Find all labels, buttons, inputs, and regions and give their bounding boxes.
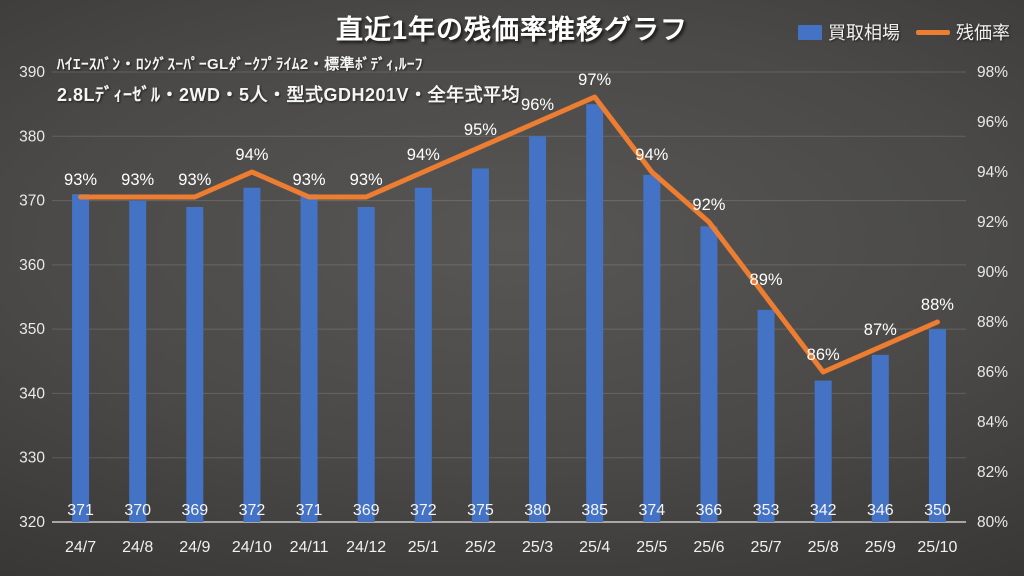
x-axis-label: 24/11 <box>290 539 329 556</box>
bar <box>700 226 718 523</box>
line-data-label: 93% <box>121 171 154 189</box>
x-axis-label: 25/8 <box>808 539 839 556</box>
x-axis-label: 25/2 <box>465 539 496 556</box>
left-axis-tick: 350 <box>19 321 45 338</box>
legend-line-swatch-icon <box>916 29 950 35</box>
residual-rate-line <box>78 94 940 375</box>
chart-subtitle: ﾊｲｴｰｽﾊﾞﾝ・ﾛﾝｸﾞｽｰﾊﾟｰGLﾀﾞｰｸﾌﾟﾗｲﾑ2・標準ﾎﾞﾃﾞｨ,ﾙ… <box>57 53 520 107</box>
right-axis-tick: 90% <box>977 264 1008 281</box>
line-data-label: 94% <box>235 146 268 164</box>
x-axis-label: 24/7 <box>65 539 96 556</box>
left-axis-tick: 320 <box>19 514 45 531</box>
left-axis-tick: 330 <box>19 450 45 467</box>
legend-line-label: 残価率 <box>956 23 1010 43</box>
line-data-label: 95% <box>464 121 497 139</box>
x-axis-label: 25/9 <box>865 539 896 556</box>
bar <box>529 136 547 523</box>
right-axis-tick: 96% <box>977 114 1008 131</box>
bar-data-label: 353 <box>753 502 780 519</box>
bar <box>72 194 90 522</box>
bar-data-label: 371 <box>67 502 94 519</box>
bar <box>300 194 318 522</box>
bar-data-label: 372 <box>239 502 266 519</box>
line-data-label: 93% <box>350 171 383 189</box>
bar-data-label: 342 <box>810 502 837 519</box>
right-axis-tick: 86% <box>977 364 1008 381</box>
bar <box>643 174 661 522</box>
bar-data-label: 369 <box>181 502 208 519</box>
line-data-label: 89% <box>750 271 783 289</box>
bar <box>471 168 489 522</box>
bar-data-label: 374 <box>638 502 665 519</box>
subtitle-vehicle-spec: 2.8Lﾃﾞｨｰｾﾞﾙ・2WD・5人・型式GDH201V・全年式平均 <box>57 85 521 105</box>
x-axis-label: 25/7 <box>750 539 781 556</box>
line-data-label: 97% <box>578 71 611 89</box>
line-data-label: 87% <box>864 321 897 339</box>
x-axis-label: 24/9 <box>179 539 210 556</box>
legend-item-residual-rate: 残価率 <box>916 19 1010 45</box>
bar <box>414 187 432 522</box>
line-data-label: 94% <box>407 146 440 164</box>
bar-data-label: 350 <box>924 502 951 519</box>
bar-data-label: 369 <box>353 502 380 519</box>
bar-data-label: 372 <box>410 502 437 519</box>
left-axis-tick: 390 <box>19 64 45 81</box>
chart-title: 直近1年の残価率推移グラフ <box>335 15 688 45</box>
legend-bar-swatch-icon <box>798 24 822 40</box>
right-axis-tick: 98% <box>977 64 1008 81</box>
line-data-label: 86% <box>807 346 840 364</box>
bar <box>243 187 261 522</box>
line-data-label: 96% <box>521 96 554 114</box>
x-axis-label: 25/5 <box>636 539 667 556</box>
bar <box>814 380 832 522</box>
line-data-label: 92% <box>692 196 725 214</box>
x-axis-label: 24/8 <box>122 539 153 556</box>
legend: 買取相場 残価率 <box>798 19 1010 45</box>
right-axis-tick: 80% <box>977 514 1008 531</box>
right-axis-tick: 82% <box>977 464 1008 481</box>
bar-data-label: 385 <box>581 502 608 519</box>
left-axis-tick: 380 <box>19 128 45 145</box>
bar <box>357 207 375 522</box>
left-axis-tick: 340 <box>19 385 45 402</box>
left-axis-tick: 370 <box>19 193 45 210</box>
legend-item-buy-price: 買取相場 <box>798 19 900 45</box>
bar <box>928 329 946 522</box>
bar <box>586 104 604 523</box>
right-axis-tick: 92% <box>977 214 1008 231</box>
bar-data-label: 375 <box>467 502 494 519</box>
right-axis-tick: 88% <box>977 314 1008 331</box>
x-axis-label: 25/6 <box>693 539 724 556</box>
right-axis-tick: 94% <box>977 164 1008 181</box>
right-axis-tick: 84% <box>977 414 1008 431</box>
line-data-label: 93% <box>64 171 97 189</box>
bar-data-label: 371 <box>296 502 323 519</box>
bar <box>871 354 889 522</box>
bar-data-label: 380 <box>524 502 551 519</box>
legend-bar-label: 買取相場 <box>828 23 900 43</box>
bar <box>757 309 775 522</box>
bar-data-label: 366 <box>696 502 723 519</box>
line-data-label: 93% <box>293 171 326 189</box>
line-data-label: 93% <box>178 171 211 189</box>
x-axis-label: 25/3 <box>522 539 553 556</box>
bar <box>129 200 147 523</box>
bar <box>186 207 204 522</box>
line-data-label: 88% <box>921 296 954 314</box>
x-axis-label: 25/4 <box>579 539 610 556</box>
x-axis-label: 25/1 <box>408 539 439 556</box>
bar-data-label: 370 <box>124 502 151 519</box>
left-axis-tick: 360 <box>19 257 45 274</box>
x-axis-label: 24/12 <box>346 539 386 556</box>
x-axis-label: 25/10 <box>917 539 957 556</box>
line-data-label: 94% <box>635 146 668 164</box>
subtitle-vehicle-grade: ﾊｲｴｰｽﾊﾞﾝ・ﾛﾝｸﾞｽｰﾊﾟｰGLﾀﾞｰｸﾌﾟﾗｲﾑ2・標準ﾎﾞﾃﾞｨ,ﾙ… <box>57 56 423 73</box>
x-axis-label: 24/10 <box>232 539 272 556</box>
bar-data-label: 346 <box>867 502 894 519</box>
